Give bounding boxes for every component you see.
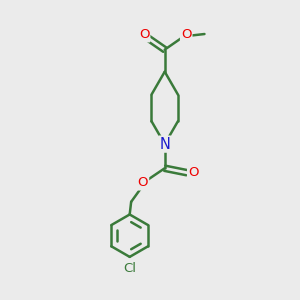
- Text: Cl: Cl: [123, 262, 136, 275]
- Text: N: N: [159, 136, 170, 152]
- Text: O: O: [188, 166, 199, 179]
- Text: O: O: [138, 176, 148, 190]
- Text: O: O: [181, 28, 191, 41]
- Text: O: O: [139, 28, 149, 41]
